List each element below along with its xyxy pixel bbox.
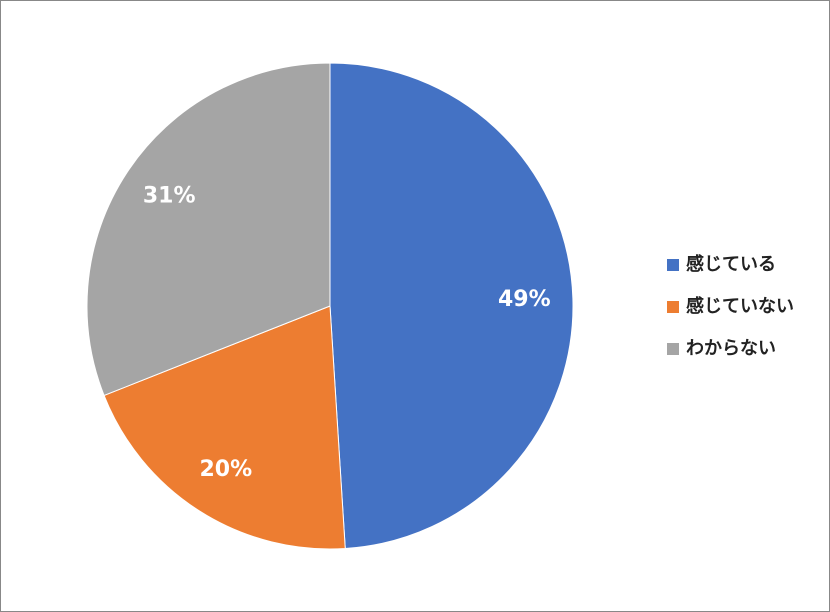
legend-swatch <box>667 343 679 355</box>
pie-slice <box>86 62 331 397</box>
legend-label: 感じている <box>686 253 776 275</box>
data-label: 49% <box>498 287 551 312</box>
legend-label: わからない <box>686 338 776 359</box>
legend-swatch <box>667 259 679 271</box>
legend-label: 感じていない <box>686 295 794 317</box>
data-label: 20% <box>199 457 252 482</box>
pie-slice <box>103 305 346 550</box>
pie-slice <box>329 62 574 550</box>
data-label: 31% <box>143 184 196 209</box>
legend-swatch <box>667 301 679 313</box>
